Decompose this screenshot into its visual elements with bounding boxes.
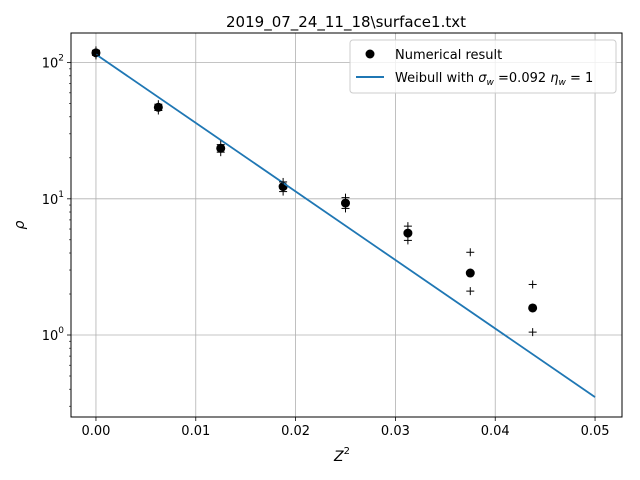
legend-sigma-value: =0.092: [494, 71, 550, 86]
legend-eta-sub: w: [559, 78, 567, 88]
x-tick-label: 0.04: [481, 424, 510, 439]
legend-eta-value: = 1: [566, 71, 593, 86]
y-tick-exponent: 2: [58, 54, 64, 64]
x-tick-label: 0.00: [81, 424, 110, 439]
x-tick-label: 0.03: [381, 424, 410, 439]
plot-area: [91, 46, 596, 398]
spread-marker: [216, 140, 225, 149]
spread-marker: [528, 280, 537, 289]
spread-marker: [91, 51, 100, 60]
x-axis-label-exponent: 2: [344, 446, 350, 457]
spread-marker: [154, 106, 163, 115]
numerical-point: [465, 268, 475, 278]
y-tick-exponent: 1: [58, 190, 64, 200]
y-tick-exponent: 0: [58, 326, 64, 336]
spread-marker: [403, 236, 412, 245]
spread-marker: [341, 204, 350, 213]
numerical-point: [341, 198, 351, 208]
legend-label-weibull: Weibull with σw =0.092 ηw = 1: [395, 71, 593, 88]
spread-marker: [341, 193, 350, 202]
legend-sigma-sub: w: [487, 78, 495, 88]
spread-marker: [466, 248, 475, 257]
x-axis-label: Z2: [333, 446, 350, 465]
legend: Numerical result Weibull with σw =0.092 …: [349, 39, 617, 94]
y-axis-label: ρ: [12, 220, 28, 229]
y-tick-base: 10: [42, 329, 59, 344]
numerical-point: [528, 303, 538, 313]
x-tick-label: 0.02: [281, 424, 310, 439]
x-tick-label: 0.05: [581, 424, 610, 439]
plot-frame: [70, 32, 623, 418]
weibull-fit-line: [95, 53, 596, 398]
y-tick-label: 100: [42, 326, 65, 344]
spread-marker: [216, 148, 225, 157]
legend-label-numerical: Numerical result: [395, 48, 502, 63]
y-tick-base: 10: [42, 193, 59, 208]
legend-weibull-prefix: Weibull with: [395, 71, 478, 86]
y-tick-base: 10: [42, 57, 59, 72]
legend-box: [349, 39, 617, 94]
x-tick-label: 0.01: [181, 424, 210, 439]
y-tick-label: 102: [42, 54, 64, 72]
legend-marker-numerical: [365, 49, 375, 59]
legend-eta-symbol: η: [550, 71, 558, 86]
legend-sigma-symbol: σ: [478, 71, 487, 86]
spread-marker: [403, 222, 412, 231]
spread-marker: [528, 328, 537, 337]
spread-marker: [466, 287, 475, 296]
numerical-point: [403, 228, 413, 238]
y-tick-label: 101: [42, 190, 64, 208]
spread-marker: [279, 177, 288, 186]
x-axis-label-base: Z: [333, 449, 344, 465]
x-axis: 0.00 0.01 0.02 0.03 0.04 0.05: [81, 417, 610, 439]
spread-marker: [279, 187, 288, 196]
chart-title: 2019_07_24_11_18\surface1.txt: [226, 13, 466, 32]
